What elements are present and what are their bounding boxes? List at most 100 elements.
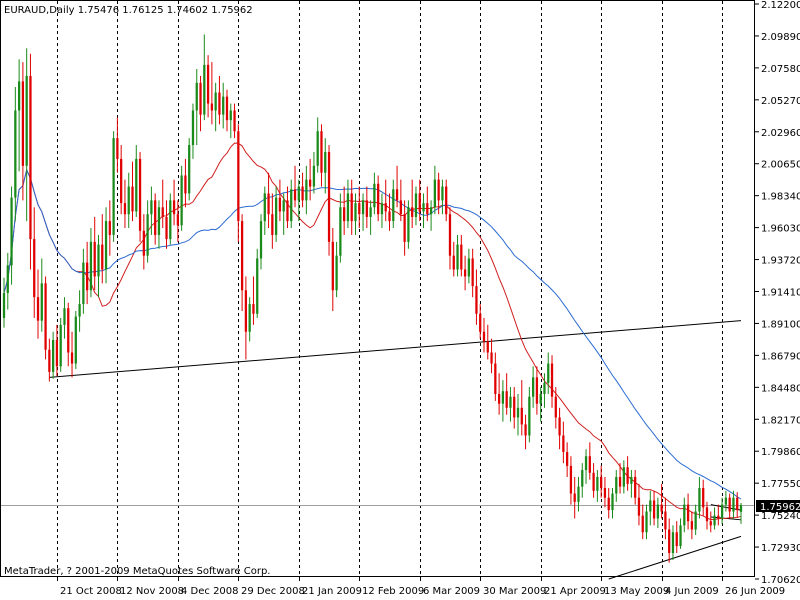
candle-2009-06-23 [709,511,712,533]
x-tick-label: 21 Jan 2009 [302,586,362,597]
candle-body [501,391,505,404]
candle-2008-10-30 [82,248,85,314]
candle-2008-10-15 [40,258,43,332]
candle-2009-06-01 [649,490,652,526]
candle-body [203,64,206,115]
candle-2009-02-04 [335,241,338,298]
candle-body [165,216,168,240]
candle-body [384,203,387,212]
candle-2009-03-11 [429,200,433,231]
candle-body [180,175,183,226]
candle-body [33,239,36,298]
candle-body [286,200,289,222]
candle-body [634,476,637,498]
candle-body [471,258,474,287]
candle-2009-05-19 [615,470,618,502]
candle-body [622,467,625,487]
candle-body [191,110,195,146]
candle-2009-04-13 [516,393,520,436]
candle-2009-04-21 [539,387,542,422]
candle-body [365,200,368,217]
candle-body [150,200,153,215]
candle-body [6,265,9,294]
candle-2008-10-14 [36,269,40,339]
candle-body [668,529,671,554]
candle-body [660,504,663,512]
y-tick-label: 2.09890 [761,32,800,43]
candle-2008-11-26 [154,193,157,245]
candle-2009-05-22 [626,456,629,491]
candle-body [679,525,682,547]
candle-body [562,435,565,453]
candle-body [600,476,603,489]
candle-2008-11-17 [127,172,130,229]
candle-2009-03-10 [426,186,429,222]
candle-body [577,486,580,502]
candle-body [63,308,66,325]
candle-2009-01-07 [259,214,263,270]
candle-body [664,511,667,530]
candle-2009-01-15 [282,193,285,235]
candle-2009-02-26 [395,165,399,208]
y-tick-label: 1.89100 [761,319,800,330]
candle-body [649,500,652,512]
candle-2008-12-01 [165,200,168,249]
candle-body [252,304,255,314]
candle-body [505,391,508,408]
candle-2009-03-12 [433,165,436,215]
candle-body [592,472,595,491]
candle-2008-11-27 [157,200,161,249]
candle-2009-05-20 [618,463,622,494]
candle-2009-02-20 [380,193,384,229]
current-price-badge: 1.75962 [756,500,800,513]
candle-2008-12-17 [210,62,214,125]
candle-2009-04-10 [513,387,516,429]
candle-2008-10-08 [21,62,25,201]
candle-body [395,189,399,201]
candle-2009-06-22 [705,501,709,530]
candle-body [584,456,588,471]
candle-body [29,75,32,240]
candle-2009-03-17 [445,179,448,222]
candle-body [282,200,285,212]
candle-body [244,290,248,332]
candle-2009-04-08 [505,373,508,415]
support-line-lower[interactable] [608,535,742,580]
candle-body [222,96,225,115]
candle-body [146,214,149,256]
candle-2009-06-04 [660,483,663,519]
candle-body [414,193,418,217]
candle-2009-04-29 [562,421,565,464]
plot-frame [0,0,755,577]
candle-2009-01-06 [256,248,259,318]
candle-2009-01-19 [290,179,293,229]
candle-body [615,476,618,494]
support-line-upper[interactable] [49,320,742,378]
candle-body [603,488,607,498]
y-tick-label: 1.70620 [761,575,800,586]
candle-body [528,396,531,436]
candle-body [456,244,459,270]
candle-2009-03-30 [479,304,482,339]
candle-2008-12-11 [195,68,198,146]
candle-2008-11-13 [120,145,123,215]
candle-body [195,82,198,111]
candle-2009-02-16 [365,186,368,229]
candle-body [490,352,493,364]
candle-2009-04-17 [531,366,535,408]
candle-2008-12-19 [218,75,221,125]
candle-body [550,363,554,397]
candle-2009-06-08 [668,518,671,563]
candle-body [199,82,202,115]
candle-2009-01-22 [301,172,304,208]
candle-2009-03-19 [452,241,455,277]
candle-2009-05-12 [596,470,599,502]
candle-2009-03-05 [414,186,418,226]
candle-2009-03-13 [437,172,440,215]
candle-body [607,497,610,511]
candle-2009-02-03 [331,228,334,311]
candle-body [172,200,176,215]
candle-2008-10-20 [51,331,55,379]
candle-2009-01-26 [309,158,312,201]
